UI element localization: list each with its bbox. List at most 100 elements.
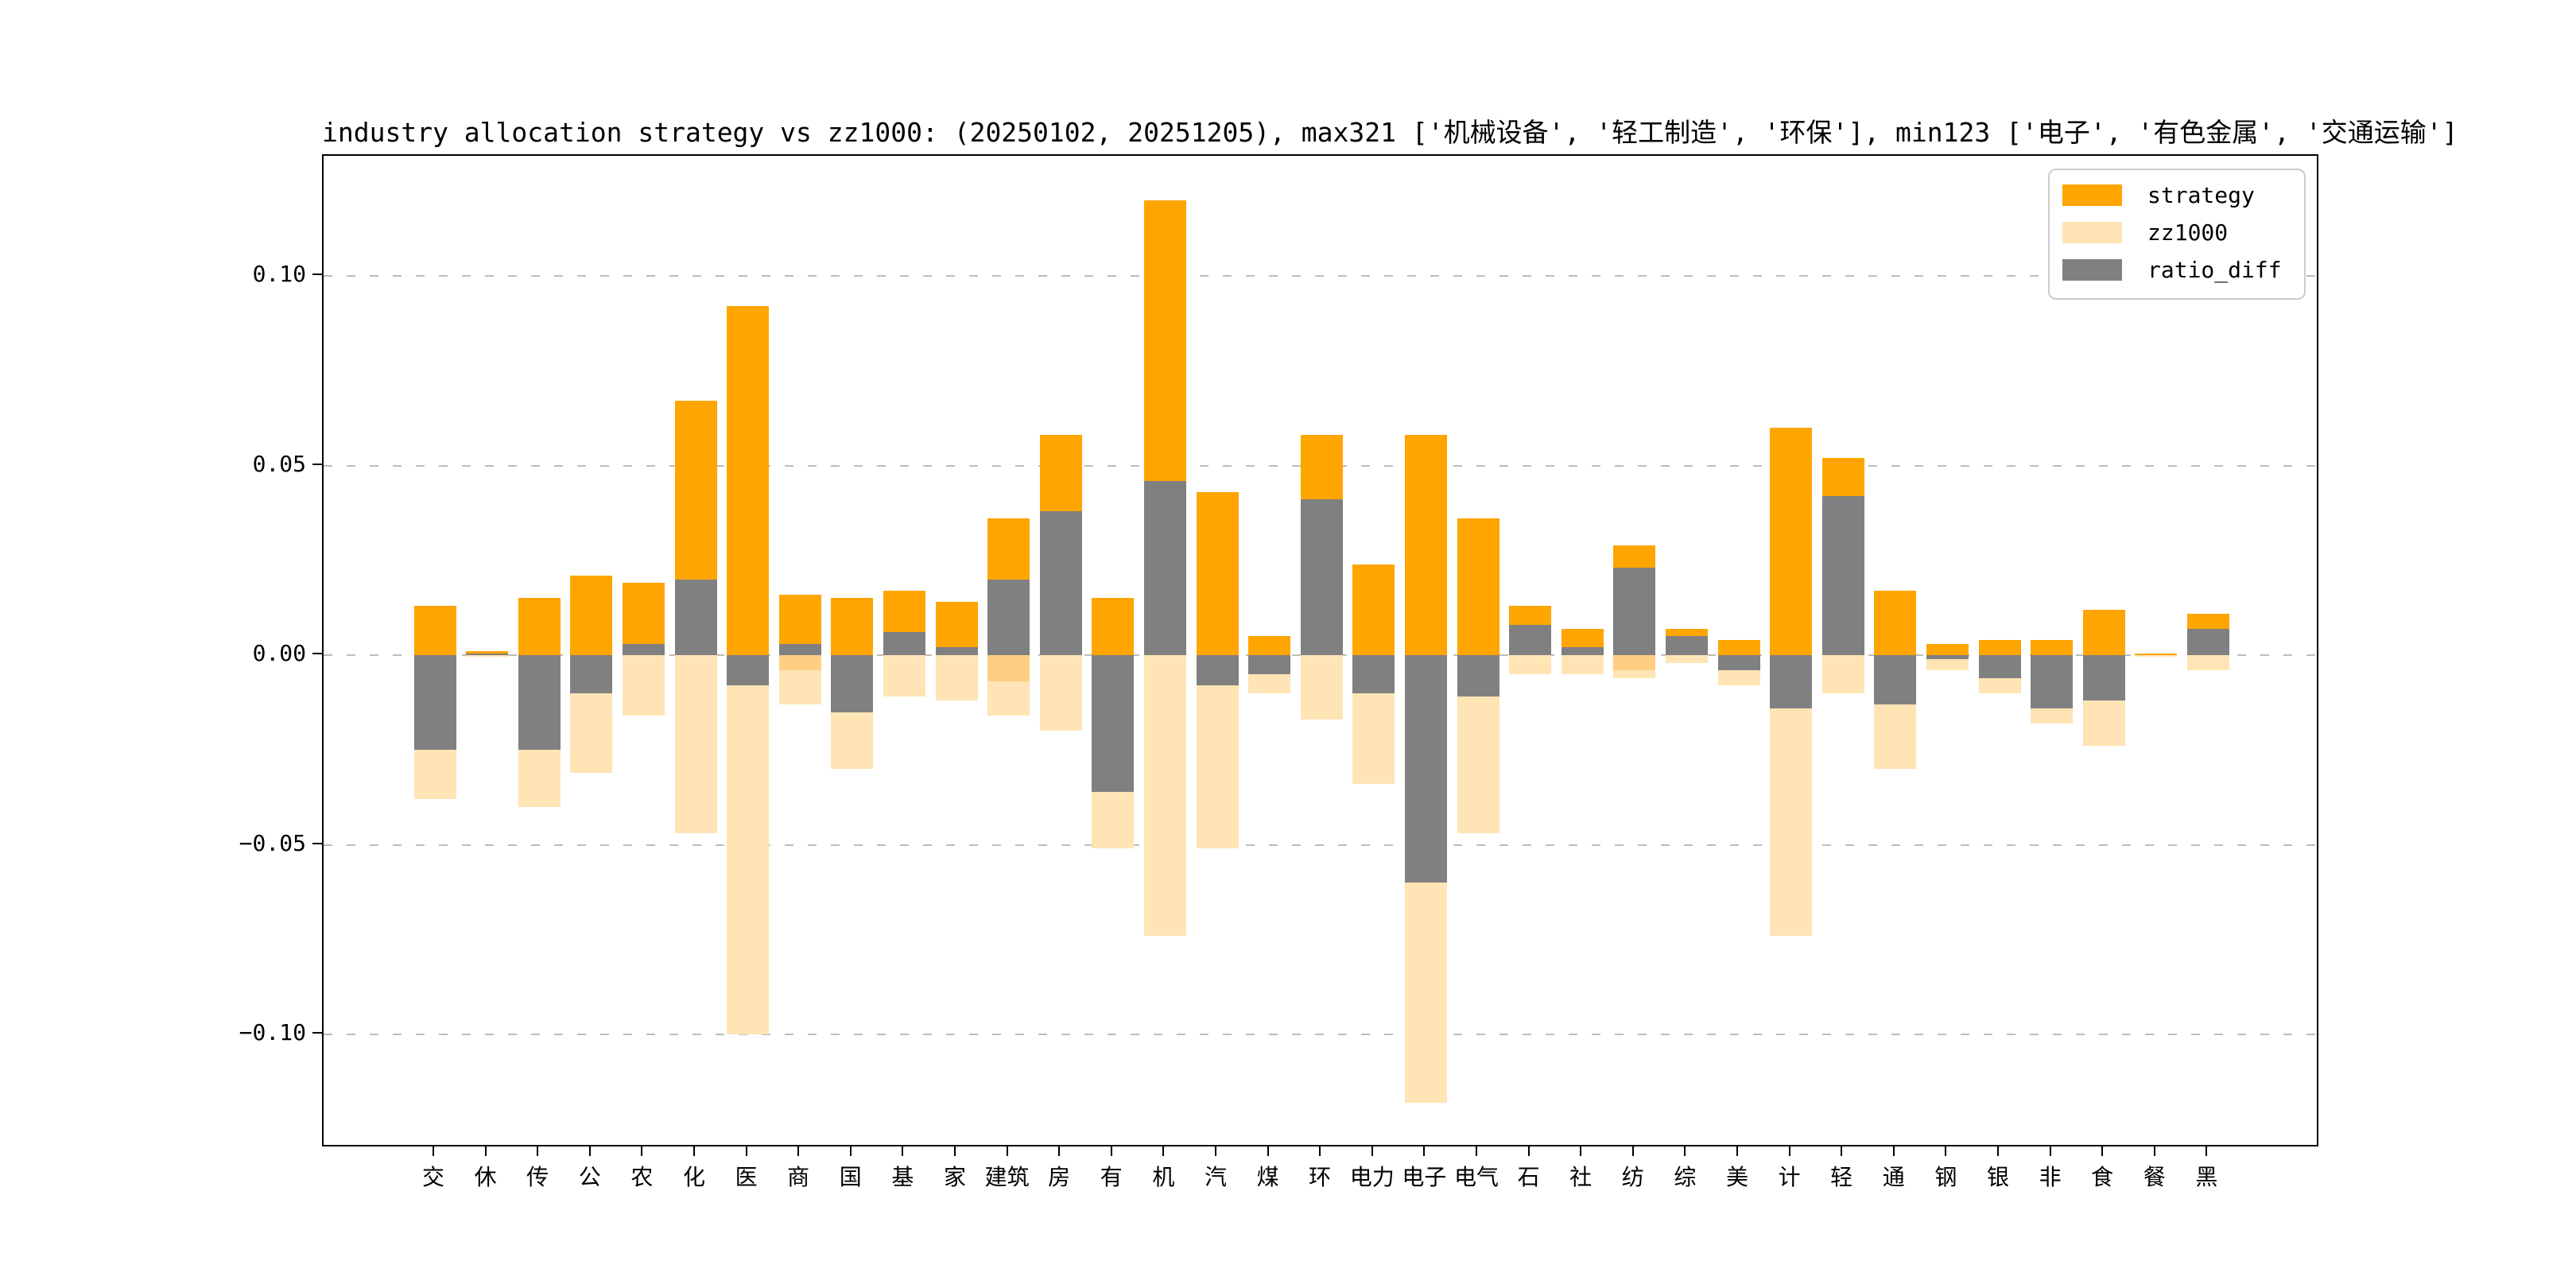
bar-strategy-国	[831, 598, 874, 655]
bar-zz1000-石	[1509, 655, 1552, 674]
x-tick-label-建筑: 建筑	[984, 1164, 1030, 1190]
bar-ratio-diff-传	[518, 655, 561, 751]
bar-ratio-diff-轻	[1821, 495, 1864, 655]
legend-swatch-strategy	[2062, 184, 2122, 206]
x-tick-mark	[902, 1146, 904, 1156]
x-tick-mark	[797, 1146, 800, 1156]
x-tick-label-社: 社	[1569, 1164, 1593, 1190]
x-tick-mark	[484, 1146, 487, 1156]
x-tick-mark	[1527, 1146, 1530, 1156]
x-tick-mark	[1110, 1146, 1112, 1156]
bar-ratio-diff-社	[1561, 647, 1604, 655]
x-tick-mark	[1215, 1146, 1216, 1156]
bar-strategy-美	[1717, 639, 1760, 655]
bar-strategy-石	[1509, 605, 1552, 625]
bar-ratio-diff-电子	[1404, 655, 1447, 883]
x-tick-label-石: 石	[1517, 1164, 1540, 1190]
bar-strategy-黑	[2186, 613, 2229, 629]
x-tick-label-房: 房	[1048, 1164, 1071, 1190]
x-tick-mark	[1476, 1146, 1477, 1156]
bar-strategy-餐	[2135, 653, 2178, 655]
y-tick-mark	[312, 274, 322, 275]
bar-overlap-建筑	[987, 655, 1030, 682]
bar-zz1000-农	[622, 655, 665, 716]
bar-ratio-diff-化	[674, 579, 717, 655]
bar-ratio-diff-综	[1665, 636, 1708, 655]
y-tick-mark	[312, 842, 322, 844]
x-tick-label-电力: 电力	[1349, 1164, 1395, 1190]
bar-strategy-煤	[1248, 636, 1291, 655]
y-tick-mark	[312, 463, 322, 465]
x-tick-label-汽: 汽	[1204, 1164, 1228, 1190]
x-tick-label-黑: 黑	[2195, 1164, 2218, 1190]
x-tick-mark	[849, 1146, 852, 1156]
bar-zz1000-电气	[1457, 696, 1499, 834]
x-tick-mark	[1945, 1146, 1947, 1156]
chart-title: industry allocation strategy vs zz1000: …	[322, 117, 2458, 148]
x-tick-label-交: 交	[421, 1164, 445, 1190]
bar-strategy-有	[1092, 598, 1135, 655]
x-tick-mark	[1631, 1146, 1634, 1156]
bar-zz1000-钢	[1926, 658, 1969, 671]
bar-strategy-电力	[1352, 564, 1395, 655]
bar-overlap-纺	[1613, 655, 1656, 671]
x-tick-mark	[2049, 1146, 2051, 1156]
x-tick-label-轻: 轻	[1830, 1164, 1853, 1190]
bar-strategy-轻	[1821, 457, 1864, 496]
bar-zz1000-餐	[2135, 655, 2178, 658]
bar-strategy-公	[570, 575, 613, 655]
legend: strategy zz1000 ratio_diff	[2048, 169, 2306, 300]
bar-ratio-diff-食	[2082, 655, 2125, 701]
bar-strategy-医	[727, 306, 770, 655]
bar-zz1000-综	[1665, 655, 1708, 663]
y-tick-label: −0.05	[239, 829, 306, 856]
bar-strategy-非	[2031, 639, 2074, 655]
x-tick-label-非: 非	[2039, 1164, 2062, 1190]
x-tick-mark	[1736, 1146, 1738, 1156]
gridline-−0.10	[324, 1034, 2317, 1035]
bar-ratio-diff-石	[1509, 624, 1552, 655]
x-tick-mark	[1684, 1146, 1686, 1156]
bar-zz1000-医	[727, 685, 770, 1034]
x-tick-label-化: 化	[682, 1164, 706, 1190]
bar-ratio-diff-公	[570, 655, 613, 693]
plot-area	[322, 154, 2318, 1146]
bar-strategy-商	[778, 594, 821, 644]
x-tick-mark	[2153, 1146, 2155, 1156]
bar-zz1000-建筑	[987, 681, 1030, 716]
bar-strategy-环	[1300, 435, 1343, 500]
y-tick-label: 0.05	[252, 450, 306, 477]
legend-label-zz1000: zz1000	[2147, 219, 2229, 246]
y-tick-label: 0.10	[252, 261, 306, 287]
bar-strategy-电子	[1404, 435, 1447, 655]
x-tick-label-环: 环	[1309, 1164, 1332, 1190]
bar-zz1000-环	[1300, 655, 1343, 720]
x-tick-label-基: 基	[891, 1164, 914, 1190]
x-tick-label-机: 机	[1152, 1164, 1175, 1190]
bar-zz1000-社	[1561, 655, 1604, 674]
bar-strategy-房	[1039, 435, 1082, 511]
bar-strategy-基	[883, 590, 925, 633]
bar-strategy-电气	[1457, 518, 1499, 655]
bar-strategy-建筑	[987, 518, 1030, 580]
bar-zz1000-有	[1092, 791, 1135, 849]
bar-strategy-食	[2082, 609, 2125, 655]
bar-ratio-diff-纺	[1613, 568, 1656, 655]
bar-strategy-计	[1770, 427, 1813, 655]
bar-ratio-diff-电气	[1457, 655, 1499, 697]
gridline-0.10	[324, 275, 2317, 277]
bar-strategy-综	[1665, 628, 1708, 637]
x-tick-mark	[1267, 1146, 1269, 1156]
bar-ratio-diff-钢	[1926, 655, 1969, 659]
bar-strategy-银	[1978, 639, 2021, 655]
x-tick-mark	[1580, 1146, 1582, 1156]
legend-item-zz1000: zz1000	[2062, 217, 2293, 249]
y-tick-mark	[312, 653, 322, 654]
x-tick-label-食: 食	[2091, 1164, 2114, 1190]
x-tick-mark	[2206, 1146, 2208, 1156]
x-tick-mark	[1371, 1146, 1373, 1156]
x-tick-mark	[537, 1146, 539, 1156]
bar-strategy-机	[1143, 200, 1186, 481]
x-tick-mark	[1058, 1146, 1061, 1156]
x-tick-mark	[693, 1146, 695, 1156]
